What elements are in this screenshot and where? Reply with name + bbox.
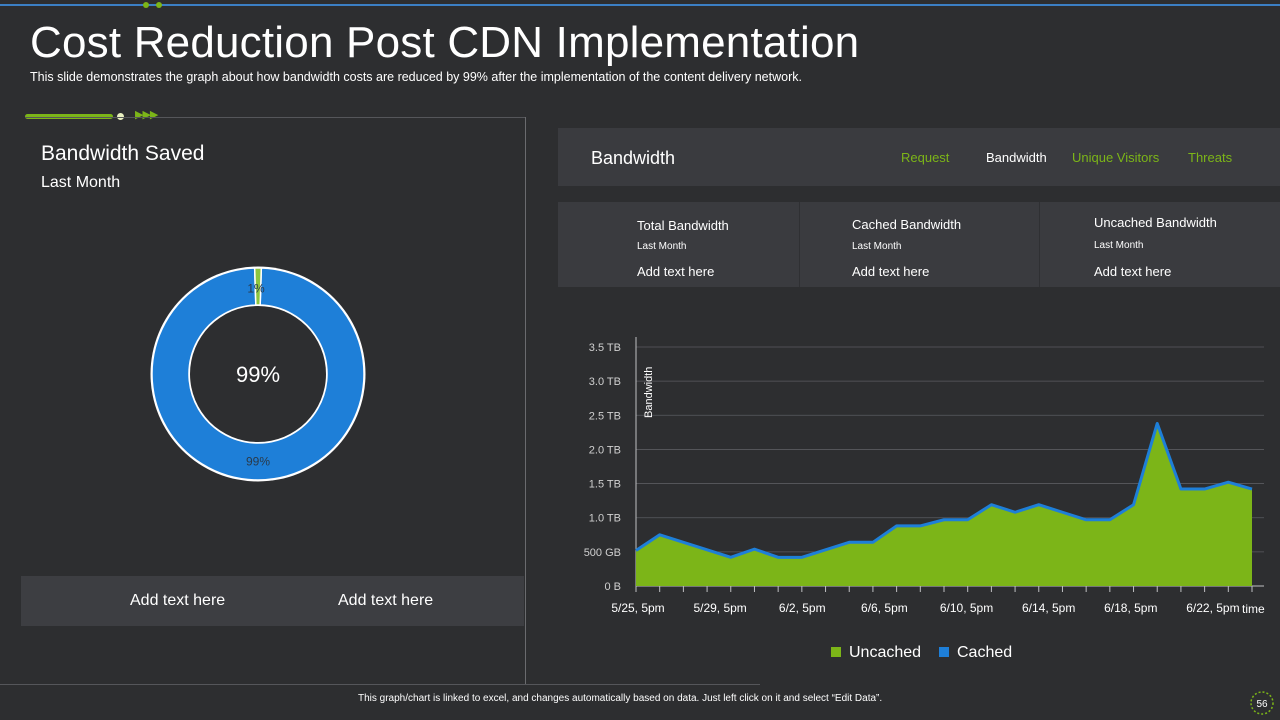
page-title: Cost Reduction Post CDN Implementation	[30, 18, 860, 67]
x-tick-label: 6/22, 5pm	[1186, 601, 1239, 615]
y-tick-label: 500 GB	[584, 547, 621, 559]
tab-threats[interactable]: Threats	[1188, 150, 1233, 165]
total-bandwidth-period: Last Month	[637, 241, 687, 252]
triple-arrow-icon: ▶▶▶	[135, 109, 158, 121]
total-bandwidth-label: Total Bandwidth	[637, 218, 729, 233]
uncached-bandwidth-value[interactable]: Add text here	[1094, 264, 1172, 279]
cached-bandwidth-period: Last Month	[852, 241, 902, 252]
donut-slice-saved[interactable]	[151, 267, 365, 481]
legend-item-uncached[interactable]: Uncached	[831, 644, 921, 662]
top-accent-dot	[143, 2, 149, 8]
page-badge-ring	[1250, 691, 1274, 715]
bandwidth-saved-title: Bandwidth Saved	[41, 142, 205, 165]
legend-item-cached[interactable]: Cached	[939, 644, 1012, 662]
tabs-panel-title: Bandwidth	[591, 148, 676, 168]
left-box-text[interactable]: Add text here	[130, 592, 226, 609]
legend-label-cached: Cached	[957, 644, 1013, 661]
decorative-bar	[25, 114, 113, 119]
x-tick-label: 6/6, 5pm	[861, 601, 908, 615]
cached-bandwidth-label: Cached Bandwidth	[852, 217, 962, 232]
stat-divider	[799, 202, 800, 287]
divider-top	[25, 117, 525, 118]
page-number: 56	[1256, 699, 1268, 710]
footer-note: This graph/chart is linked to excel, and…	[358, 693, 883, 704]
donut-chart[interactable]: 99% 99% 1%	[148, 264, 368, 484]
bandwidth-area-chart[interactable]: 0 B 500 GB 1.0 TB 1.5 TB 2.0 TB 2.5 TB 3.0 TB 3…	[560, 330, 1275, 625]
donut-hole	[190, 306, 326, 442]
x-tick-label: 5/25, 5pm	[611, 601, 664, 615]
tab-bandwidth[interactable]: Bandwidth	[986, 150, 1047, 165]
x-tick-label: 6/14, 5pm	[1022, 601, 1075, 615]
legend-label-uncached: Uncached	[849, 644, 922, 661]
bandwidth-tabs-panel: Bandwidth Request Bandwidth Unique Visit…	[558, 128, 1280, 186]
y-tick-label: 2.0 TB	[589, 444, 621, 456]
x-tick-label: 6/2, 5pm	[779, 601, 826, 615]
cached-bandwidth-value[interactable]: Add text here	[852, 264, 930, 279]
x-tick-label: 5/29, 5pm	[693, 601, 746, 615]
divider-vertical	[525, 117, 526, 685]
donut-slice-label: 99%	[246, 455, 270, 469]
bandwidth-saved-period: Last Month	[41, 174, 121, 191]
y-tick-label: 1.5 TB	[589, 479, 621, 491]
donut-center-label: 99%	[236, 362, 280, 387]
left-box-text[interactable]: Add text here	[338, 592, 434, 609]
bandwidth-stats-panel: Total Bandwidth Last Month Add text here…	[558, 202, 1280, 287]
x-tick-label: 6/18, 5pm	[1104, 601, 1157, 615]
page-subtitle: This slide demonstrates the graph about …	[30, 70, 802, 84]
left-text-box: Add text here Add text here	[21, 576, 524, 626]
y-tick-label: 2.5 TB	[589, 410, 621, 422]
stat-divider	[1039, 202, 1040, 287]
uncached-bandwidth-period: Last Month	[1094, 240, 1144, 251]
top-accent-dot	[156, 2, 162, 8]
tab-unique-visitors[interactable]: Unique Visitors	[1072, 150, 1160, 165]
total-bandwidth-value[interactable]: Add text here	[637, 264, 715, 279]
legend-swatch-uncached	[831, 647, 841, 657]
x-tick-label: 6/10, 5pm	[940, 601, 993, 615]
y-tick-label: 3.0 TB	[589, 376, 621, 388]
page-number-badge: 56	[1250, 691, 1274, 715]
tab-request[interactable]: Request	[901, 150, 950, 165]
donut-slice-not-saved[interactable]	[253, 267, 263, 306]
series-line-cached[interactable]	[635, 421, 1253, 559]
x-axis-title: time	[1242, 602, 1265, 616]
y-axis-title: Bandwidth	[643, 367, 655, 418]
decorative-dot	[117, 113, 124, 120]
series-area-uncached[interactable]	[636, 423, 1252, 586]
legend-swatch-cached	[939, 647, 949, 657]
divider-bottom	[0, 684, 760, 685]
y-tick-label: 1.0 TB	[589, 513, 621, 525]
uncached-bandwidth-label: Uncached Bandwidth	[1094, 215, 1217, 230]
top-accent-line	[0, 4, 1280, 6]
y-tick-label: 3.5 TB	[589, 342, 621, 354]
y-tick-label: 0 B	[604, 581, 621, 593]
donut-slice-label: 1%	[247, 282, 265, 296]
